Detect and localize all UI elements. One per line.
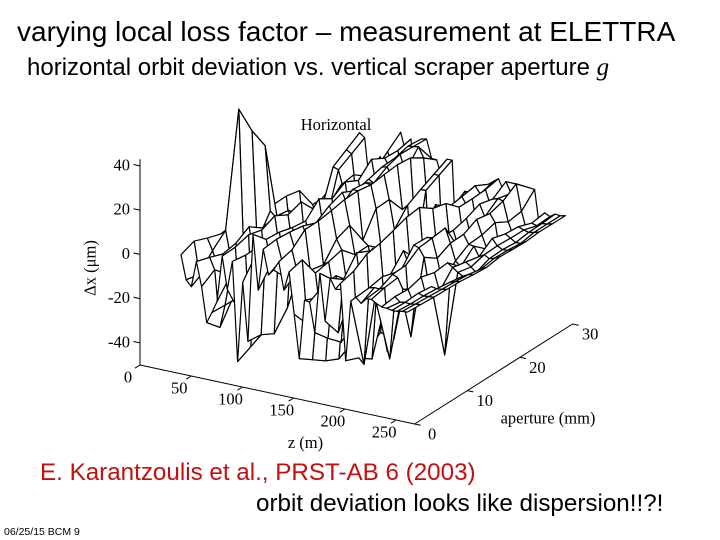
svg-text:0: 0 [124,368,132,387]
svg-text:-20: -20 [108,288,130,307]
svg-text:40: 40 [114,155,131,174]
svg-text:z (m): z (m) [288,433,323,452]
svg-text:150: 150 [269,401,294,420]
svg-text:0: 0 [428,425,436,444]
svg-text:-40: -40 [108,332,130,351]
svg-text:0: 0 [122,244,130,263]
svg-text:250: 250 [372,423,397,442]
svg-text:30: 30 [582,325,599,344]
svg-text:20: 20 [529,358,546,377]
svg-text:200: 200 [321,412,346,431]
svg-text:Horizontal: Horizontal [301,115,372,134]
svg-text:100: 100 [218,390,243,409]
svg-text:aperture (mm): aperture (mm) [501,409,596,428]
svg-text:Δx (μm): Δx (μm) [81,240,100,296]
svg-text:10: 10 [477,391,494,410]
svg-text:20: 20 [114,200,131,219]
svg-text:50: 50 [171,379,188,398]
